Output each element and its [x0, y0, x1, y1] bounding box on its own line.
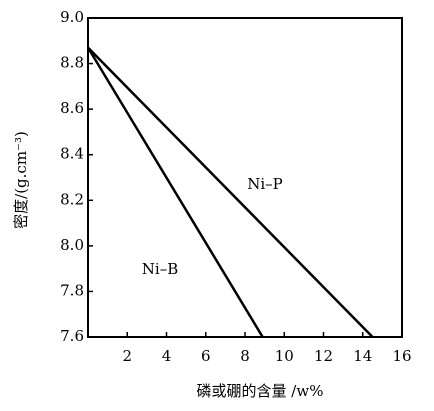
- x-tick-label: 16: [392, 347, 411, 365]
- y-tick-label: 8.8: [60, 54, 84, 72]
- y-axis-label: 密度/(g.cm⁻³): [12, 131, 30, 229]
- x-tick-label: 8: [240, 347, 250, 365]
- y-tick-label: 7.8: [60, 281, 84, 299]
- line: [86, 46, 264, 338]
- y-tick-label: 8.4: [60, 145, 84, 163]
- x-tick-label: 4: [162, 347, 172, 365]
- line: [87, 46, 374, 338]
- series-label: Ni–B: [142, 260, 178, 278]
- y-tick-label: 7.6: [60, 327, 84, 345]
- x-tick-label: 2: [122, 347, 132, 365]
- plot-frame: [87, 17, 403, 338]
- x-axis-label: 磷或硼的含量 /w%: [197, 382, 324, 400]
- x-tick-label: 14: [353, 347, 372, 365]
- y-tick-label: 8.2: [60, 190, 84, 208]
- y-tick-label: 8.0: [60, 236, 84, 254]
- x-tick-label: 6: [201, 347, 211, 365]
- x-tick-label: 12: [314, 347, 333, 365]
- x-tick-label: 10: [275, 347, 294, 365]
- y-tick-label: 9.0: [60, 8, 84, 26]
- series-label: Ni–P: [247, 175, 283, 193]
- y-tick-label: 8.6: [60, 99, 84, 117]
